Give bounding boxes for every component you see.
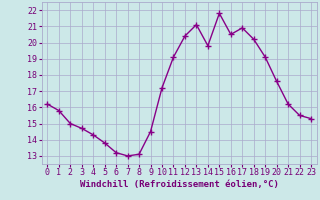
X-axis label: Windchill (Refroidissement éolien,°C): Windchill (Refroidissement éolien,°C) — [80, 180, 279, 189]
